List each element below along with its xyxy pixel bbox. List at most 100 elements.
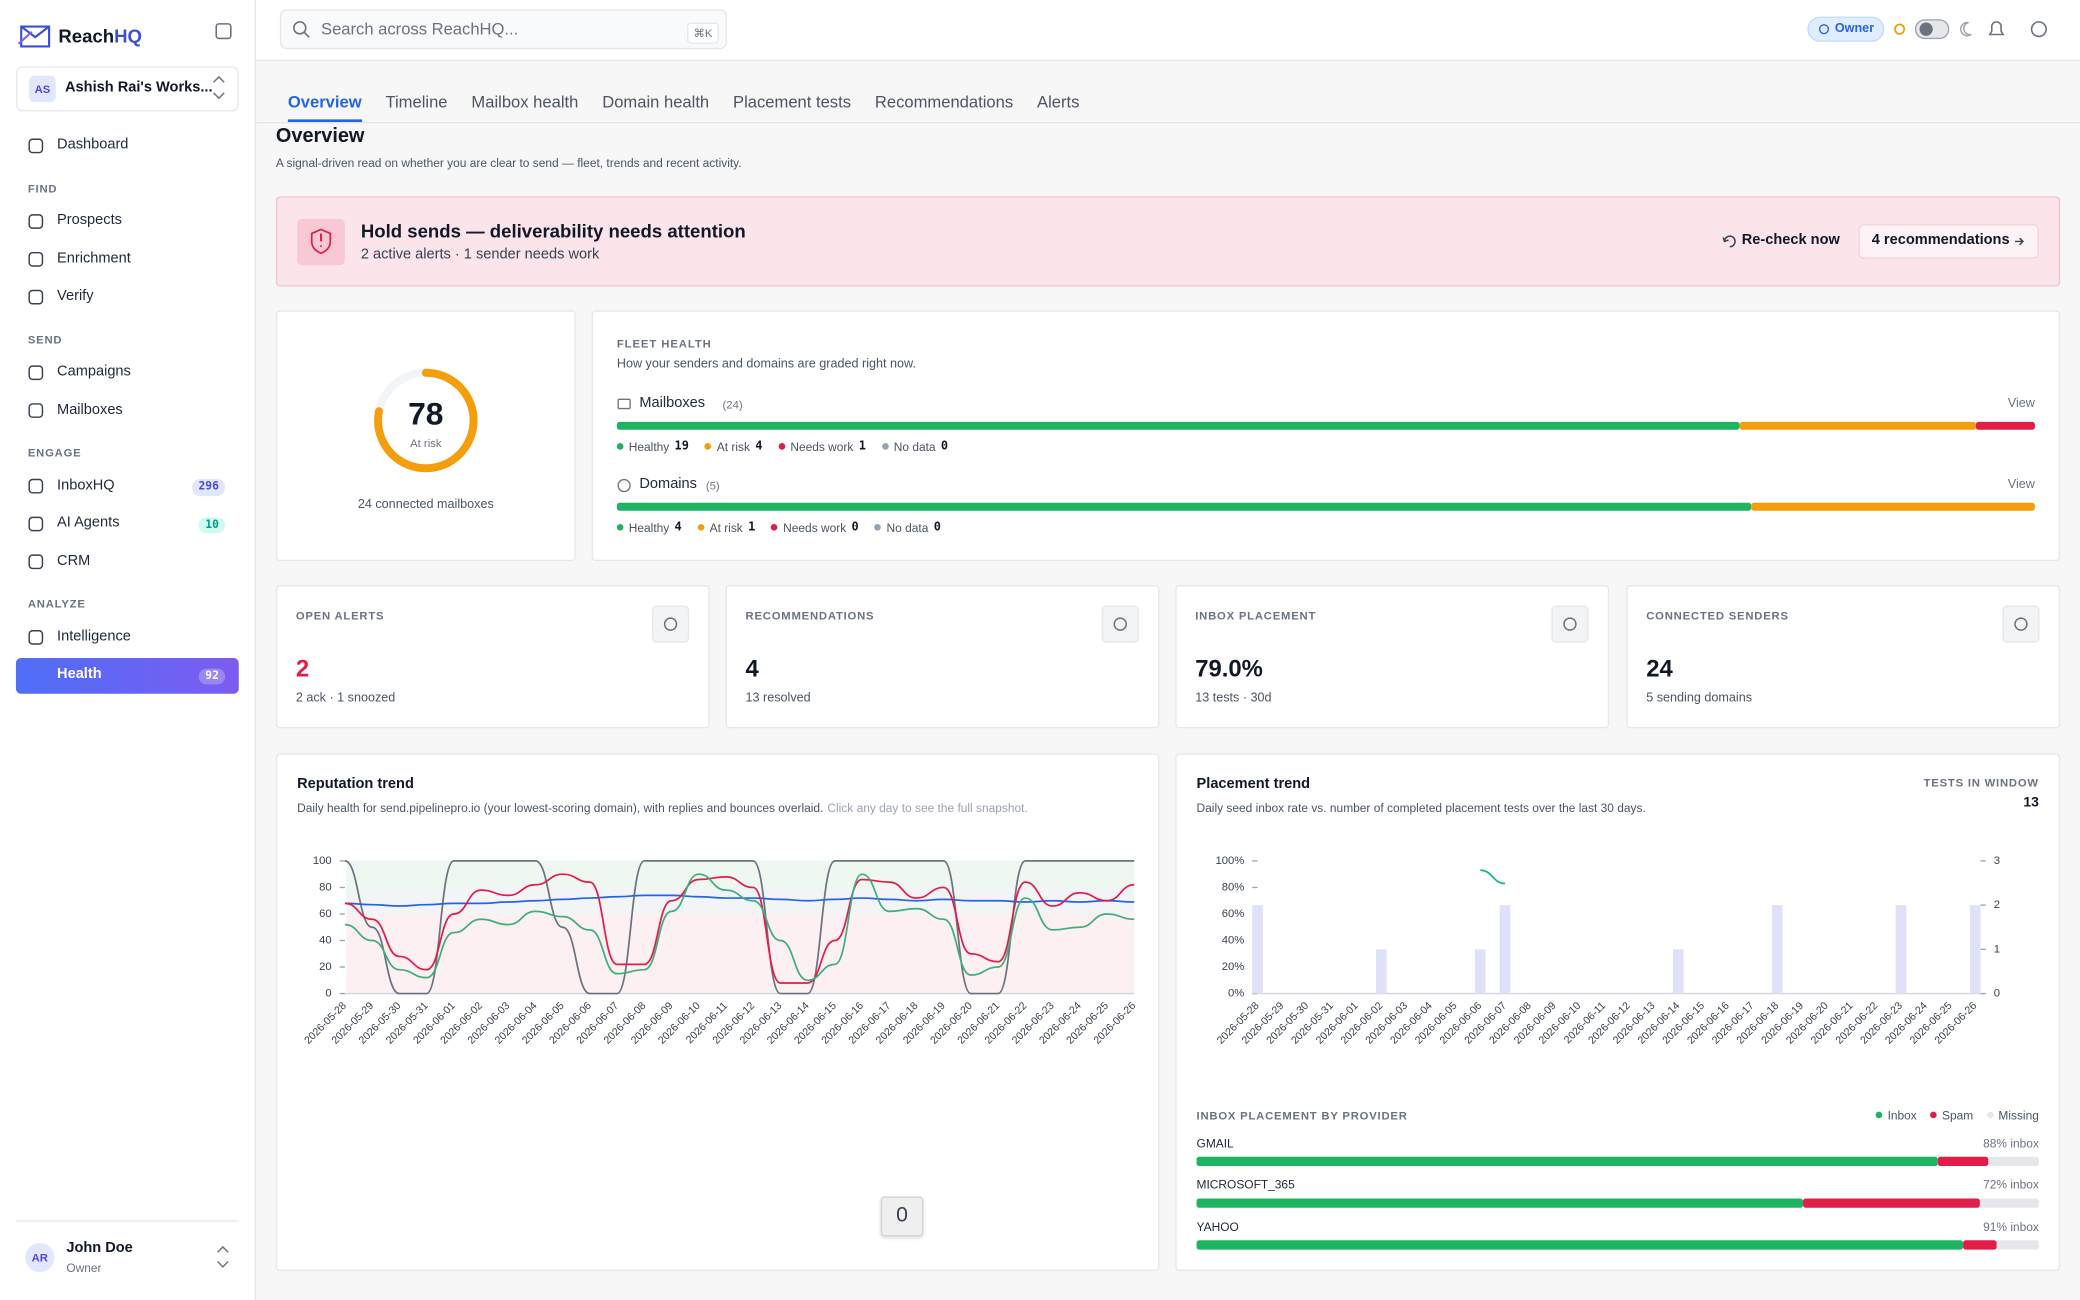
provider-bar-segment	[1988, 1156, 2039, 1167]
legend-value: 0	[940, 439, 949, 454]
globe-icon	[617, 478, 631, 493]
chart-subtitle: Daily health for send.pipelinepro.io (yo…	[297, 801, 1028, 815]
nav-heading: ANALYZE	[27, 597, 86, 611]
legend-dot	[874, 524, 882, 532]
chevron-icon	[213, 75, 225, 100]
legend-dot	[697, 524, 705, 532]
nav-item[interactable]: CRM	[57, 553, 91, 569]
nav-item[interactable]: Health	[57, 666, 102, 683]
y-tick-label: 0%	[1228, 988, 1244, 1000]
y-tick-label: 40	[319, 934, 332, 946]
chart-title: Reputation trend	[297, 776, 414, 793]
stat-detail: 13 resolved	[745, 691, 811, 707]
brand-name: Reach	[58, 24, 115, 46]
logo	[17, 25, 51, 48]
provider-rate: 91% inbox	[1983, 1219, 2039, 1234]
bar	[1895, 905, 1907, 994]
tab[interactable]: Overview	[287, 92, 362, 122]
search-icon	[293, 21, 307, 35]
fleet-legend: Healthy 4 At risk 1 Needs work 0 No data 0	[616, 520, 941, 535]
legend-label: At risk	[709, 520, 743, 535]
search-box[interactable]	[279, 9, 727, 50]
recommendations-link[interactable]: 4 recommendations	[1871, 232, 2010, 249]
bar	[1474, 949, 1486, 994]
nav-icon	[28, 630, 44, 645]
legend-item: Healthy 19	[616, 440, 689, 454]
nav-item[interactable]: Mailboxes	[57, 401, 123, 418]
group-name: Mailboxes	[639, 395, 706, 412]
score-label: At risk	[410, 436, 442, 450]
stat-icon-box	[2002, 605, 2040, 643]
group-action[interactable]: View	[2007, 477, 2035, 493]
nav-item[interactable]: Enrichment	[57, 250, 131, 267]
tab[interactable]: Domain health	[602, 92, 710, 111]
page-title: Overview	[275, 124, 365, 148]
tab[interactable]: Mailbox health	[471, 92, 579, 111]
legend-dot	[881, 443, 889, 451]
nav-item[interactable]: Dashboard	[57, 137, 129, 154]
stat-icon	[1563, 617, 1577, 631]
provider-bar-segment	[1996, 1240, 2039, 1250]
line	[1480, 869, 1506, 885]
brand-name: HQ	[114, 24, 142, 46]
legend-item: Needs work 1	[778, 440, 866, 454]
group-action[interactable]: View	[2007, 397, 2035, 412]
nav-item[interactable]: InboxHQ	[57, 477, 115, 494]
workspace-initials: AS	[29, 75, 56, 103]
banner-icon-box	[297, 218, 345, 266]
role-badge	[1807, 16, 1885, 42]
y-tick-label: 0	[1994, 988, 2000, 1000]
tab[interactable]: Recommendations	[874, 92, 1014, 111]
toast	[880, 1196, 924, 1237]
nav-item[interactable]: Campaigns	[57, 363, 131, 380]
bell-icon[interactable]	[1988, 21, 2005, 36]
provider-name: GMAIL	[1196, 1136, 1234, 1150]
y-tick-label: 2	[1994, 899, 2000, 911]
legend-item: No data 0	[881, 439, 949, 454]
provider-bar-segment	[1979, 1198, 2039, 1208]
tab[interactable]: Placement tests	[733, 92, 852, 111]
tab[interactable]: Timeline	[385, 92, 448, 111]
nav-icon	[28, 251, 44, 267]
y-tick-label: 60	[319, 908, 332, 920]
nav-item[interactable]: AI Agents	[57, 515, 120, 532]
group-count: (5)	[705, 478, 720, 492]
bar	[1252, 905, 1263, 994]
chart-title: Placement trend	[1196, 776, 1311, 793]
nav-active[interactable]	[15, 657, 239, 694]
provider-name: MICROSOFT_365	[1196, 1178, 1295, 1192]
legend-dot	[778, 443, 786, 451]
legend-label: Inbox	[1887, 1108, 1917, 1122]
y-tick-label: 0	[325, 988, 331, 1000]
tabs: Overview Timeline Mailbox health Domain hea…	[287, 92, 1080, 122]
recheck-button[interactable]: Re-check now	[1741, 232, 1840, 249]
user-name: John Doe	[66, 1240, 133, 1257]
legend-label: At risk	[716, 439, 750, 454]
nav-item[interactable]: Verify	[57, 288, 94, 305]
line	[344, 873, 1135, 982]
fleet-legend: Healthy 19 At risk 4 Needs work 1 No data 0	[616, 439, 949, 454]
fleet-bar-segment	[1975, 421, 2035, 430]
recommendations-button[interactable]	[1858, 224, 2039, 259]
y-tick-label: 40%	[1222, 934, 1245, 946]
y-tick-label: 20	[319, 961, 332, 973]
nav-heading: FIND	[27, 181, 58, 195]
provider-bar-segment	[1196, 1156, 1938, 1167]
refresh-icon[interactable]	[1722, 235, 1736, 248]
fleet-bar-segment	[1739, 421, 1976, 430]
collapse-icon[interactable]	[215, 23, 232, 40]
nav-item[interactable]: Prospects	[57, 212, 122, 229]
stat-label: CONNECTED SENDERS	[1646, 608, 1789, 622]
y-tick-label: 100	[313, 855, 332, 867]
y-tick-label: 80%	[1222, 881, 1245, 893]
chart-subtitle-text: Daily health for send.pipelinepro.io (yo…	[297, 800, 824, 814]
nav-item[interactable]: Intelligence	[57, 628, 131, 645]
role-icon	[1818, 24, 1830, 35]
chevron-icon[interactable]	[217, 1245, 229, 1268]
workspace-name: Ashish Rai's Works...	[65, 80, 213, 97]
tab[interactable]: Alerts	[1037, 92, 1080, 111]
stat-detail: 2 ack · 1 snoozed	[295, 691, 396, 707]
help-icon[interactable]	[2030, 21, 2047, 38]
nav-icon	[28, 403, 44, 418]
